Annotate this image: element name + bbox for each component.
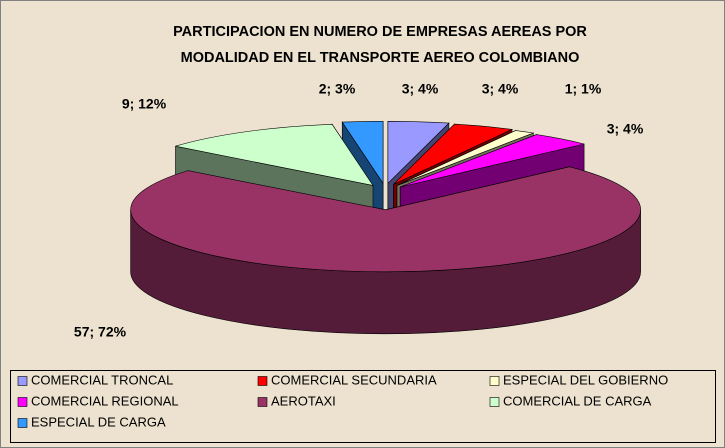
- chart-title: MODALIDAD EN EL TRANSPORTE AEREO COLOMBI…: [181, 50, 580, 66]
- slice: [130, 166, 641, 273]
- data-label: 3; 4%: [402, 81, 439, 97]
- legend-label: COMERCIAL REGIONAL: [31, 393, 179, 408]
- slice: [341, 120, 384, 185]
- legend-box: [10, 370, 716, 443]
- slice: [396, 130, 535, 186]
- slice: [175, 123, 374, 186]
- legend-swatch: [17, 397, 28, 407]
- data-label: 2; 3%: [319, 81, 356, 97]
- legend-swatch: [257, 376, 268, 386]
- legend-label: AEROTAXI: [271, 393, 336, 408]
- legend-swatch: [17, 376, 28, 386]
- data-label: 3; 4%: [607, 121, 644, 137]
- slice: [400, 134, 585, 188]
- legend-label: COMERCIAL DE CARGA: [503, 393, 652, 408]
- legend-swatch: [489, 376, 500, 386]
- slice: [393, 123, 514, 185]
- legend-label: ESPECIAL DE CARGA: [31, 414, 166, 429]
- data-label: 57; 72%: [74, 324, 127, 340]
- legend-swatch: [257, 397, 268, 407]
- chart-title: PARTICIPACION EN NUMERO DE EMPRESAS AERE…: [173, 24, 587, 40]
- data-label: 1; 1%: [565, 81, 602, 97]
- data-label: 3; 4%: [482, 81, 519, 97]
- slice: [387, 120, 450, 185]
- data-label: 9; 12%: [122, 96, 167, 112]
- legend-swatch: [489, 397, 500, 407]
- legend-swatch: [17, 418, 28, 428]
- legend-label: COMERCIAL SECUNDARIA: [271, 372, 437, 387]
- legend-label: COMERCIAL TRONCAL: [31, 372, 173, 387]
- legend-label: ESPECIAL DEL GOBIERNO: [503, 372, 668, 387]
